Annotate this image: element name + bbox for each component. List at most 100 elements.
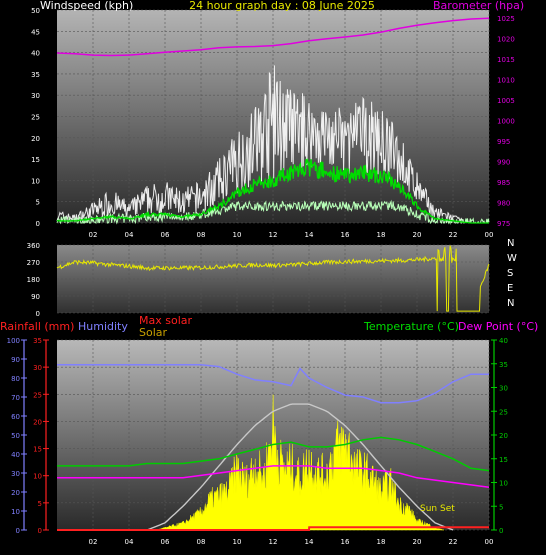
rainfall-series [57, 526, 489, 531]
barometer-tick-label: 985 [497, 179, 510, 187]
temp-tick-label: 40 [499, 337, 508, 345]
temperature-x-tick-label: 14 [305, 538, 314, 546]
barometer-tick-label: 1010 [497, 77, 515, 85]
temperature-panel: 0102030405060708090100051015202530350510… [0, 314, 538, 546]
max-solar-series [146, 403, 454, 531]
wind-axis-label: Windspeed (kph) [40, 0, 133, 12]
humidity-tick-label: 80 [11, 375, 20, 383]
wind-tick-label: 30 [31, 92, 40, 100]
temperature-x-tick-label: 12 [269, 538, 278, 546]
barometer-tick-label: 1025 [497, 15, 515, 23]
compass-tick-label: N [507, 298, 514, 309]
temp-tick-label: 25 [499, 408, 508, 416]
rain-tick-label: 20 [33, 418, 42, 426]
legend-humidity: Humidity [78, 320, 128, 333]
sun-set-annotation: Sun Set [420, 504, 455, 514]
direction-tick-label: 90 [31, 293, 40, 301]
direction-tick-label: 180 [27, 276, 40, 284]
temperature-x-tick-label: 02 [89, 538, 98, 546]
wind-average-series [56, 157, 489, 224]
barometer-tick-label: 1020 [497, 36, 515, 44]
wind-tick-label: 20 [31, 135, 40, 143]
temperature-x-tick-label: 00 [485, 538, 494, 546]
wind-panel: 0510152025303540455097598098599099510001… [31, 0, 524, 239]
wind-gust-series [56, 65, 489, 224]
temperature-x-tick-label: 20 [413, 538, 422, 546]
temp-tick-label: 20 [499, 432, 508, 440]
wind-tick-label: 35 [31, 71, 40, 79]
barometer-tick-label: 1000 [497, 118, 515, 126]
legend-dew-point: Dew Point (°C) [458, 320, 538, 333]
rain-tick-label: 5 [38, 500, 42, 508]
humidity-tick-label: 10 [11, 508, 20, 516]
humidity-tick-label: 90 [11, 356, 20, 364]
legend-rainfall: Rainfall (mm) [0, 320, 74, 333]
wind-tick-label: 15 [31, 156, 40, 164]
barometer-tick-label: 1015 [497, 56, 515, 64]
direction-tick-label: 0 [36, 310, 40, 318]
humidity-tick-label: 70 [11, 394, 20, 402]
temperature-x-tick-label: 06 [161, 538, 170, 546]
rain-tick-label: 15 [33, 446, 42, 454]
wind-x-tick-label: 06 [161, 231, 170, 239]
wind-x-tick-label: 00 [485, 231, 494, 239]
temperature-x-tick-label: 10 [233, 538, 242, 546]
wind-x-tick-label: 04 [125, 231, 134, 239]
humidity-tick-label: 40 [11, 451, 20, 459]
wind-x-tick-label: 08 [197, 231, 206, 239]
temp-tick-label: 0 [499, 527, 503, 535]
humidity-tick-label: 50 [11, 432, 20, 440]
direction-series [56, 245, 490, 312]
wind-x-tick-label: 22 [449, 231, 458, 239]
temperature-x-tick-label: 16 [341, 538, 350, 546]
graph-title: 24 hour graph day : 08 June 2025 [189, 0, 375, 12]
wind-tick-label: 0 [36, 220, 40, 228]
compass-tick-label: S [507, 268, 513, 279]
barometer-tick-label: 975 [497, 220, 510, 228]
wind-x-tick-label: 16 [341, 231, 350, 239]
humidity-tick-label: 100 [7, 337, 20, 345]
wind-tick-label: 5 [36, 199, 40, 207]
barometer-axis-label: Barometer (hpa) [433, 0, 524, 12]
temperature-x-tick-label: 18 [377, 538, 386, 546]
compass-tick-label: N [507, 238, 514, 249]
rain-tick-label: 0 [38, 527, 42, 535]
temperature-series [57, 436, 490, 472]
compass-tick-label: E [507, 283, 513, 294]
rain-tick-label: 35 [33, 337, 42, 345]
wind-tick-label: 50 [31, 7, 40, 15]
barometer-tick-label: 1005 [497, 97, 515, 105]
humidity-tick-label: 0 [16, 527, 20, 535]
barometer-series [56, 17, 490, 57]
barometer-tick-label: 990 [497, 159, 510, 167]
dew-point-series [57, 465, 490, 489]
wind-tick-label: 40 [31, 50, 40, 58]
compass-tick-label: W [507, 253, 517, 264]
wind-x-tick-label: 02 [89, 231, 98, 239]
temp-tick-label: 10 [499, 480, 508, 488]
temp-tick-label: 30 [499, 385, 508, 393]
direction-tick-label: 360 [27, 242, 40, 250]
temp-tick-label: 15 [499, 456, 508, 464]
wind-light-series [56, 199, 490, 225]
temperature-x-tick-label: 08 [197, 538, 206, 546]
barometer-tick-label: 980 [497, 200, 510, 208]
wind-x-tick-label: 10 [233, 231, 242, 239]
wind-tick-label: 45 [31, 28, 40, 36]
wind-tick-label: 25 [31, 114, 40, 122]
humidity-tick-label: 60 [11, 413, 20, 421]
wind-tick-label: 10 [31, 177, 40, 185]
legend-solar: Solar [139, 326, 168, 339]
solar-series [155, 394, 445, 531]
legend-temperature: Temperature (°C) [363, 320, 459, 333]
rain-tick-label: 30 [33, 364, 42, 372]
humidity-series [57, 363, 489, 404]
temperature-x-tick-label: 04 [125, 538, 134, 546]
temp-tick-label: 5 [499, 503, 503, 511]
humidity-tick-label: 20 [11, 489, 20, 497]
wind-x-tick-label: 14 [305, 231, 314, 239]
rain-tick-label: 25 [33, 391, 42, 399]
temperature-x-tick-label: 22 [449, 538, 458, 546]
